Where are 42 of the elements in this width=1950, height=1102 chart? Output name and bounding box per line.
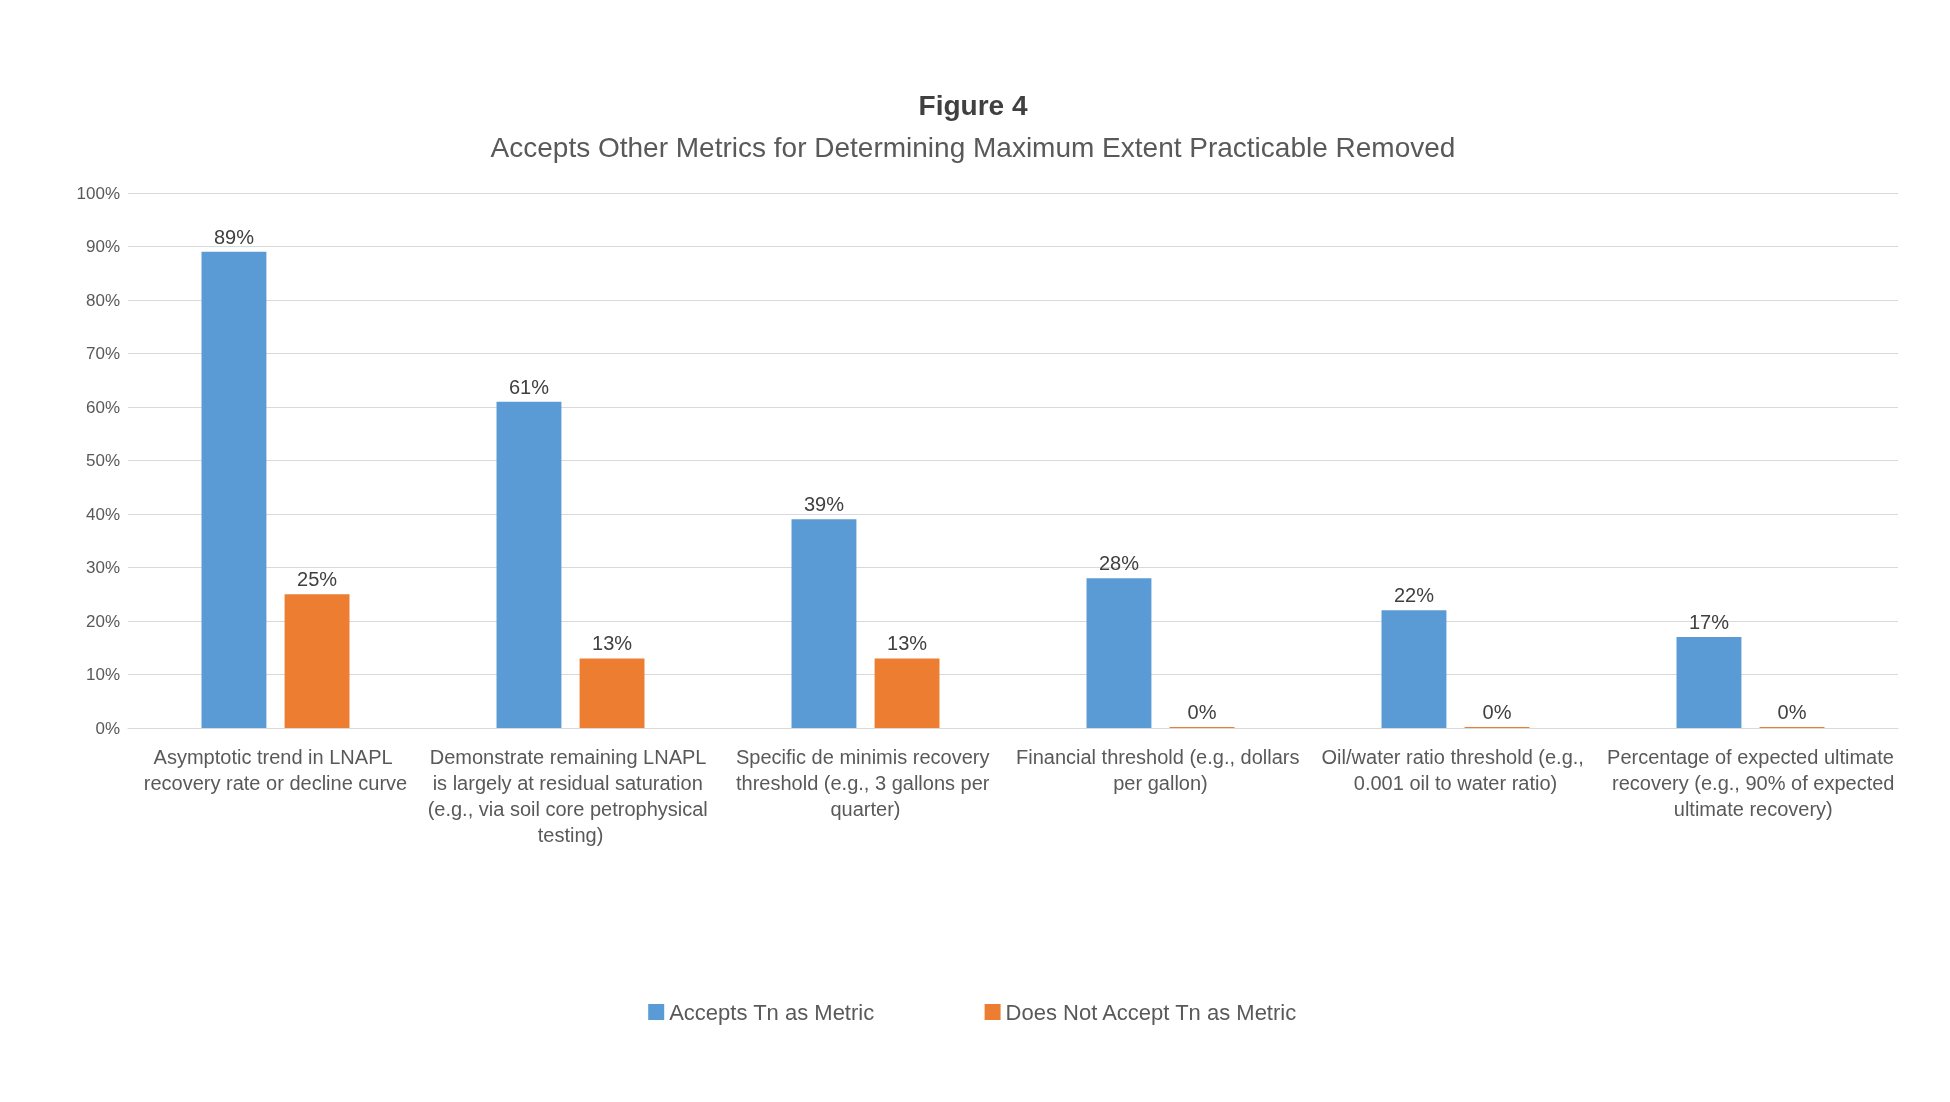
data-label: 22%: [1393, 584, 1435, 607]
bar: [579, 658, 645, 728]
legend-label: Does Not Accept Tn as Metric: [1005, 999, 1297, 1025]
y-tick-label: 60%: [85, 397, 120, 417]
bar: [791, 519, 857, 728]
bar: [1381, 610, 1447, 728]
y-tick-label: 30%: [85, 558, 120, 577]
data-label: 89%: [213, 225, 255, 248]
bar: [284, 594, 350, 728]
x-tick-label: Percentage of expected ultimate recovery (e.g., 90% of expected ultimate recovery): [1606, 746, 1895, 820]
x-tick-label: Specific de minimis recovery threshold (e.g., 3 gallons per quarter): [735, 746, 996, 820]
x-tick-label: Oil/water ratio threshold (e.g., 0.001 oil to water ratio): [1321, 746, 1590, 794]
bar: [496, 401, 562, 728]
bar: [1676, 637, 1742, 728]
y-tick-label: 50%: [85, 451, 120, 470]
data-label: 13%: [592, 632, 633, 655]
bar: [1086, 578, 1152, 728]
data-label: 13%: [887, 632, 928, 655]
y-tick-label: 10%: [85, 665, 120, 684]
data-label: 39%: [803, 493, 845, 516]
bar: [201, 251, 267, 728]
data-label: 0%: [1482, 701, 1512, 723]
x-tick-label: Asymptotic trend in LNAPL recovery rate or decline curve: [143, 746, 408, 794]
x-tick-label: Financial threshold (e.g., dollars per gallon): [1015, 746, 1306, 794]
x-tick-label: Demonstrate remaining LNAPL is largely at residual saturation (e.g., via soil core petrophysical testing): [427, 746, 714, 846]
data-label: 0%: [1777, 701, 1807, 723]
data-label: 28%: [1098, 552, 1140, 575]
legend-label: Accepts Tn as Metric: [669, 999, 875, 1025]
y-tick-label: 20%: [85, 611, 120, 631]
y-tick-label: 90%: [85, 237, 120, 256]
y-tick-label: 80%: [85, 290, 120, 310]
bar: [874, 658, 940, 728]
y-tick-label: 0%: [95, 718, 120, 738]
y-tick-label: 100%: [76, 183, 120, 203]
data-label: 17%: [1688, 611, 1730, 634]
data-label: 25%: [297, 568, 338, 591]
chart-title: Figure 4: [918, 89, 1028, 121]
chart-subtitle: Accepts Other Metrics for Determining Maximum Extent Practicable Removed: [490, 131, 1456, 163]
y-tick-label: 40%: [85, 504, 120, 524]
data-label: 0%: [1187, 701, 1217, 723]
data-label: 61%: [508, 375, 550, 398]
y-tick-label: 70%: [85, 344, 120, 363]
